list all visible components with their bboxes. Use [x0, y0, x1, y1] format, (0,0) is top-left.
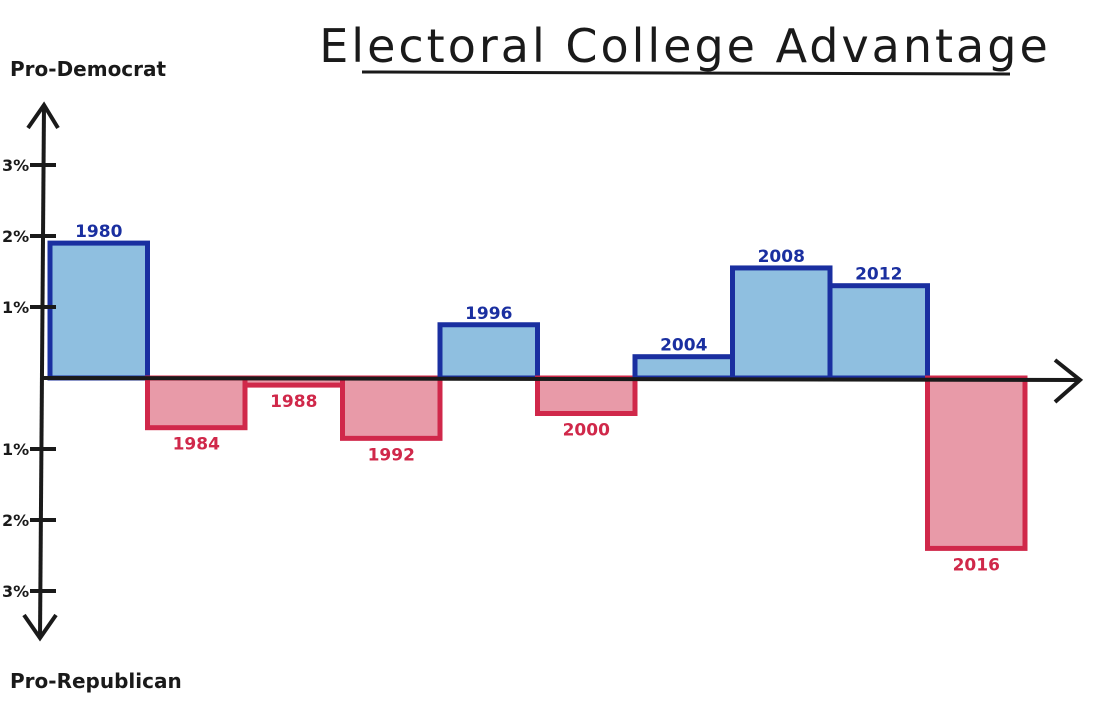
y-axis-arrow-down: [22, 613, 58, 642]
bar-2016: [925, 375, 1028, 551]
bar-label-1988: 1988: [270, 392, 317, 412]
y-tick-label: 2%: [2, 511, 29, 530]
y-tick-label: 3%: [2, 156, 29, 175]
bar-1980: [47, 240, 150, 381]
x-axis: [41, 376, 1081, 382]
y-axis-arrow-up: [26, 101, 60, 130]
y-tick-label: 1%: [2, 440, 29, 459]
y-label-top: Pro-Democrat: [10, 57, 167, 81]
bar-2000: [535, 375, 638, 416]
bar-2008: [730, 265, 833, 381]
bar-label-1980: 1980: [75, 222, 122, 242]
bar-label-1992: 1992: [368, 445, 415, 465]
bar-label-1996: 1996: [465, 304, 512, 324]
y-label-bottom: Pro-Republican: [10, 669, 182, 693]
y-tick-label: 3%: [2, 582, 29, 601]
bar-1992: [340, 375, 443, 441]
bar-label-1984: 1984: [173, 435, 220, 455]
y-axis: [38, 104, 46, 639]
bar-1996: [437, 322, 540, 381]
title-underline: [361, 70, 1011, 76]
bar-label-2000: 2000: [563, 421, 610, 441]
bar-label-2008: 2008: [758, 247, 805, 267]
bar-label-2016: 2016: [953, 555, 1000, 575]
bar-1984: [145, 375, 248, 431]
bar-label-2012: 2012: [855, 265, 902, 285]
bar-label-2004: 2004: [660, 336, 707, 356]
chart-title: Electoral College Advantage: [319, 19, 1051, 73]
bar-2012: [827, 283, 930, 381]
x-axis-arrow: [1053, 358, 1084, 404]
y-tick-label: 1%: [2, 298, 29, 317]
bar-2004: [632, 354, 735, 381]
y-tick-label: 2%: [2, 227, 29, 246]
